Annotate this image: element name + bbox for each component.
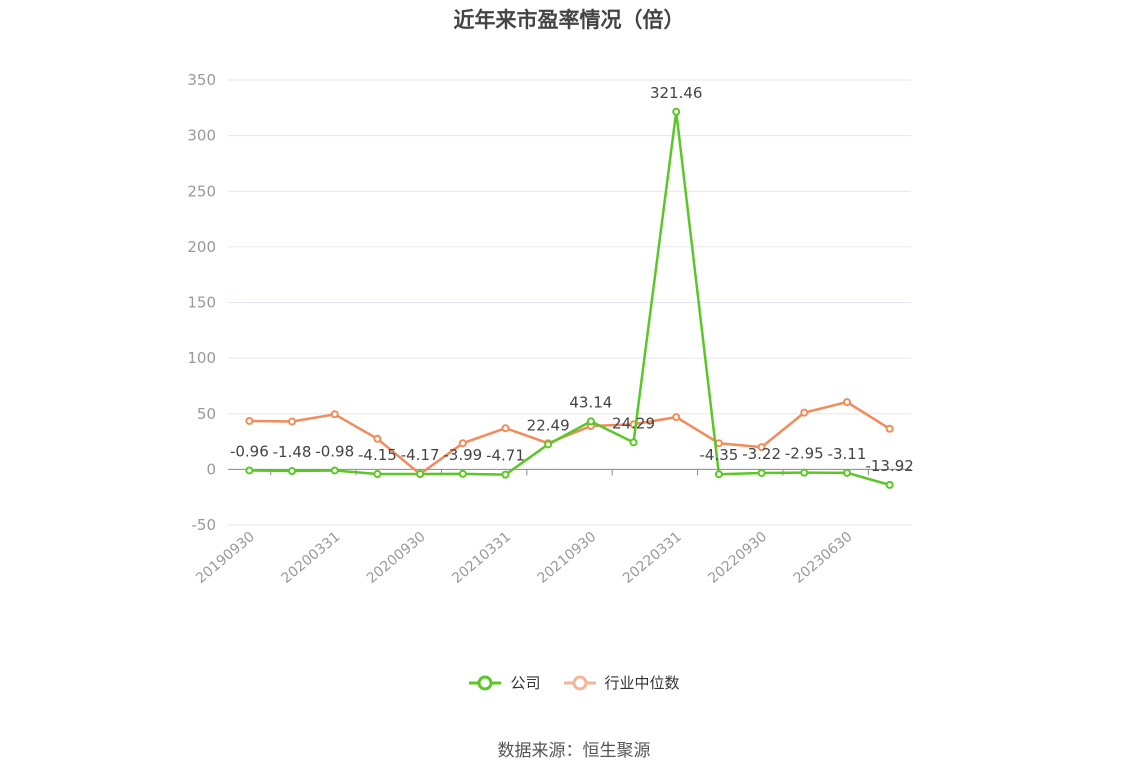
data-label-company: -3.11	[828, 445, 867, 463]
data-point-industry	[672, 413, 681, 422]
y-tick-label: 100	[187, 349, 216, 367]
y-tick-label: 50	[197, 405, 216, 423]
chart-title: 近年来市盈率情况（倍）	[453, 8, 685, 32]
data-label-company: -0.98	[315, 442, 354, 460]
grid-lines	[228, 79, 911, 526]
data-point-industry	[330, 410, 339, 419]
x-tick-label: 20200331	[278, 529, 343, 587]
data-labels: -0.96 -1.48 -0.98 -4.15 -4.17 -3.99 -4.7122.49…	[230, 84, 914, 475]
data-source: 数据来源：恒生聚源	[497, 741, 651, 761]
data-point-company	[501, 470, 510, 479]
data-label-company: 321.46	[650, 84, 703, 102]
x-tick-label: 20210930	[535, 529, 600, 587]
data-point-industry	[501, 424, 510, 433]
line-chart: -50 0 50 100 150 200 250 300 350 20190930 2020033…	[187, 71, 914, 587]
x-axis: 20190930 20200331 20200930 20210331 20210930…	[193, 468, 911, 587]
data-point-industry	[288, 417, 297, 426]
data-label-company: -4.71	[486, 447, 525, 465]
data-point-industry	[245, 416, 254, 425]
x-tick-label: 20190930	[193, 529, 258, 587]
x-tick-label: 20230630	[791, 529, 856, 587]
data-point-company	[586, 417, 595, 426]
data-point-company	[288, 467, 297, 476]
data-point-company	[885, 480, 894, 489]
x-tick-label: 20220930	[705, 529, 770, 587]
y-tick-label: 150	[187, 294, 216, 312]
data-point-industry	[842, 398, 851, 407]
y-tick-label: -50	[192, 516, 217, 534]
data-point-company	[458, 469, 467, 478]
legend-item-industry[interactable]: 行业中位数	[563, 672, 680, 693]
data-point-company	[416, 470, 425, 479]
data-point-company	[245, 466, 254, 475]
data-point-company	[757, 468, 766, 477]
series-lines	[245, 107, 894, 489]
data-point-industry	[885, 424, 894, 433]
x-tick-label: 20200930	[364, 529, 429, 587]
series-line-company	[249, 110, 890, 487]
x-tick-label: 20210331	[449, 529, 514, 587]
data-label-company: -0.96	[230, 442, 269, 460]
y-axis: -50 0 50 100 150 200 250 300 350	[187, 71, 216, 534]
data-point-industry	[373, 434, 382, 443]
data-label-company: -13.92	[865, 457, 913, 475]
data-point-company	[629, 438, 638, 447]
legend-company-icon	[469, 675, 502, 690]
legend-industry-icon	[563, 675, 596, 690]
data-point-industry	[800, 408, 809, 417]
data-point-company	[544, 440, 553, 449]
data-label-company: -4.17	[401, 446, 440, 464]
data-point-company	[714, 470, 723, 479]
data-label-company: -3.22	[742, 445, 781, 463]
legend-label-industry: 行业中位数	[604, 674, 680, 692]
data-point-company	[330, 466, 339, 475]
y-tick-label: 200	[187, 238, 216, 256]
series-line-industry	[249, 400, 891, 476]
legend-label-company: 公司	[510, 674, 541, 692]
data-point-industry	[458, 439, 467, 448]
data-label-company: -3.99	[443, 446, 482, 464]
x-tick-label: 20220331	[620, 529, 685, 587]
y-tick-label: 250	[187, 182, 216, 200]
legend-item-company[interactable]: 公司	[468, 672, 541, 693]
y-tick-label: 350	[187, 71, 216, 89]
data-label-company: 22.49	[527, 416, 570, 434]
data-point-company	[373, 469, 382, 478]
data-point-company	[800, 468, 809, 477]
y-tick-label: 300	[187, 127, 216, 145]
data-point-company	[842, 468, 851, 477]
data-label-company: 43.14	[569, 393, 612, 411]
data-label-company: -4.15	[358, 446, 397, 464]
data-label-company: -4.35	[700, 446, 739, 464]
data-point-company	[672, 107, 681, 116]
legend: 公司 行业中位数	[0, 672, 1148, 693]
y-tick-label: 0	[206, 460, 216, 478]
data-label-company: -1.48	[273, 443, 312, 461]
data-point-industry	[757, 443, 766, 452]
data-label-company: -2.95	[785, 445, 824, 463]
data-label-company: 24.29	[612, 414, 655, 432]
